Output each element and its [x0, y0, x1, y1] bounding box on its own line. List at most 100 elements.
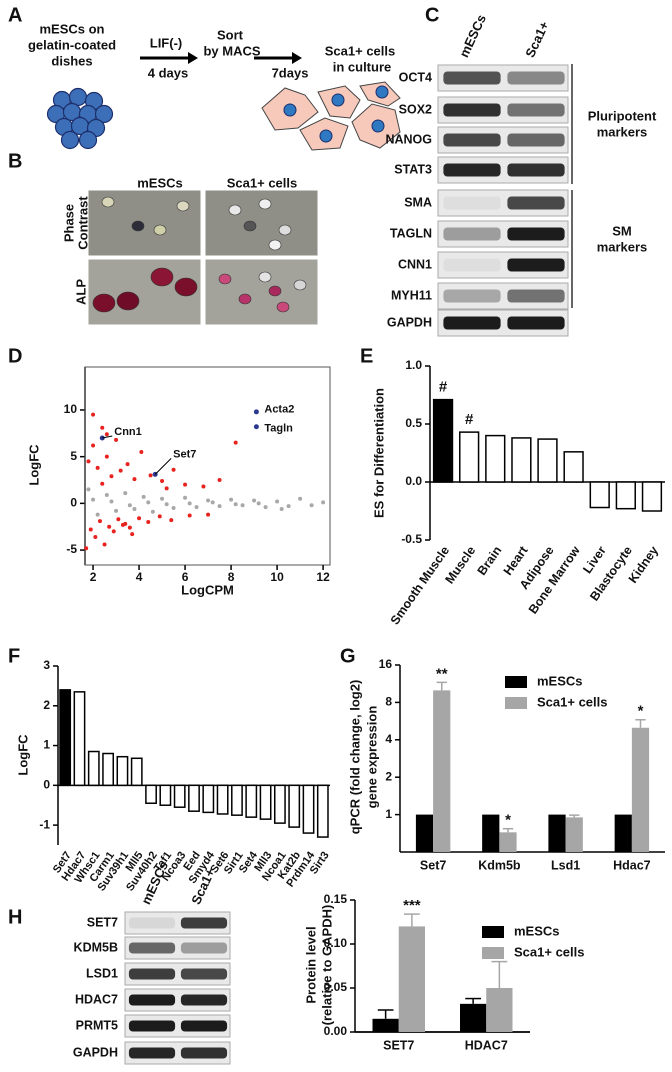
- point: [233, 502, 238, 507]
- bar: [372, 1018, 399, 1032]
- y-tick-label: 16: [379, 657, 393, 671]
- panel-letter: B: [8, 150, 22, 172]
- point: [187, 501, 192, 506]
- point: [217, 504, 222, 509]
- band: [128, 968, 176, 980]
- nucleus: [319, 129, 333, 143]
- cell: [258, 271, 272, 283]
- row-label: SMA: [404, 195, 432, 209]
- point: [171, 467, 176, 472]
- bar: [460, 1003, 487, 1032]
- y-tick-label: -0.5: [401, 532, 422, 546]
- point: [104, 432, 109, 437]
- point: [95, 512, 100, 517]
- x-tick-label: Smooth Muscle: [388, 544, 452, 628]
- y-tick-label: 8: [385, 695, 392, 709]
- y-tick-label: 0.10: [324, 936, 348, 950]
- cell: [60, 130, 80, 150]
- point: [210, 500, 215, 505]
- point: [120, 522, 125, 527]
- row-label: OCT4: [399, 70, 432, 84]
- bar: [259, 784, 272, 820]
- micrograph: [204, 258, 319, 326]
- cell: [150, 267, 174, 287]
- point: [275, 499, 280, 504]
- cell: [258, 198, 272, 210]
- bar: [202, 784, 215, 814]
- band: [507, 258, 565, 272]
- point-label: Cnn1: [114, 426, 142, 438]
- legend-label: mESCs: [514, 923, 560, 938]
- bar: [59, 689, 72, 787]
- point: [111, 529, 116, 534]
- y-axis-label: LogFC: [26, 444, 41, 486]
- panel-letter: G: [340, 645, 356, 667]
- cell: [131, 220, 145, 232]
- point: [91, 412, 96, 417]
- bar: [565, 817, 583, 852]
- panel-letter: D: [8, 345, 22, 367]
- leader: [102, 435, 113, 439]
- band: [128, 994, 176, 1006]
- bar: [589, 481, 610, 509]
- group-label: markers: [597, 239, 648, 254]
- nucleus: [371, 119, 385, 133]
- point: [286, 504, 291, 509]
- y-axis-label: (relative to GAPDH): [319, 905, 334, 1026]
- step-text: in culture: [333, 59, 392, 74]
- x-tick-label: Hdac7: [613, 858, 651, 872]
- bar: [316, 784, 329, 838]
- nucleus: [283, 103, 297, 117]
- y-tick-label: -1: [39, 817, 50, 831]
- point: [104, 492, 109, 497]
- point: [91, 497, 96, 502]
- bar: [288, 784, 301, 828]
- column-label: mESCs: [137, 175, 183, 190]
- cell: [101, 196, 115, 208]
- point: [148, 473, 153, 478]
- x-tick-label: 8: [228, 570, 235, 584]
- y-tick-label: 0.15: [324, 892, 348, 906]
- x-tick-label: Lsd1: [551, 858, 580, 872]
- point: [183, 482, 188, 487]
- leader: [154, 458, 172, 475]
- cell: [153, 224, 167, 236]
- point: [86, 459, 91, 464]
- point: [169, 518, 174, 523]
- bar: [499, 832, 517, 852]
- step-text: Sca1+ cells: [325, 43, 395, 58]
- step-text: mESCs on: [39, 21, 104, 36]
- cell: [94, 104, 114, 124]
- point: [123, 491, 128, 496]
- legend-swatch: [505, 697, 527, 709]
- cell: [174, 277, 198, 297]
- bar: [641, 481, 663, 512]
- point-label: Set7: [173, 448, 196, 460]
- cell: [276, 301, 290, 313]
- y-tick-label: 0.0: [405, 474, 422, 488]
- band: [180, 994, 228, 1006]
- cell: [268, 285, 282, 297]
- nucleus: [375, 85, 389, 99]
- point-label: Acta2: [264, 404, 294, 416]
- x-tick-label: 2: [90, 570, 97, 584]
- point: [109, 474, 114, 479]
- band: [180, 917, 228, 929]
- row-label: SOX2: [399, 102, 432, 116]
- group-label: SM: [612, 223, 632, 238]
- band: [443, 316, 501, 330]
- step-text: gelatin-coated: [28, 37, 116, 52]
- y-tick-label: 0.05: [324, 980, 348, 994]
- y-tick-label: -5: [66, 542, 77, 556]
- y-tick-label: 0: [43, 778, 50, 792]
- point: [201, 484, 206, 489]
- bar: [548, 814, 566, 852]
- point: [127, 525, 132, 530]
- band: [507, 163, 565, 177]
- highlight-point: [253, 409, 259, 415]
- point: [97, 519, 102, 524]
- point: [116, 517, 121, 522]
- panel-letter: E: [360, 345, 373, 367]
- point: [127, 503, 132, 508]
- point: [206, 512, 211, 517]
